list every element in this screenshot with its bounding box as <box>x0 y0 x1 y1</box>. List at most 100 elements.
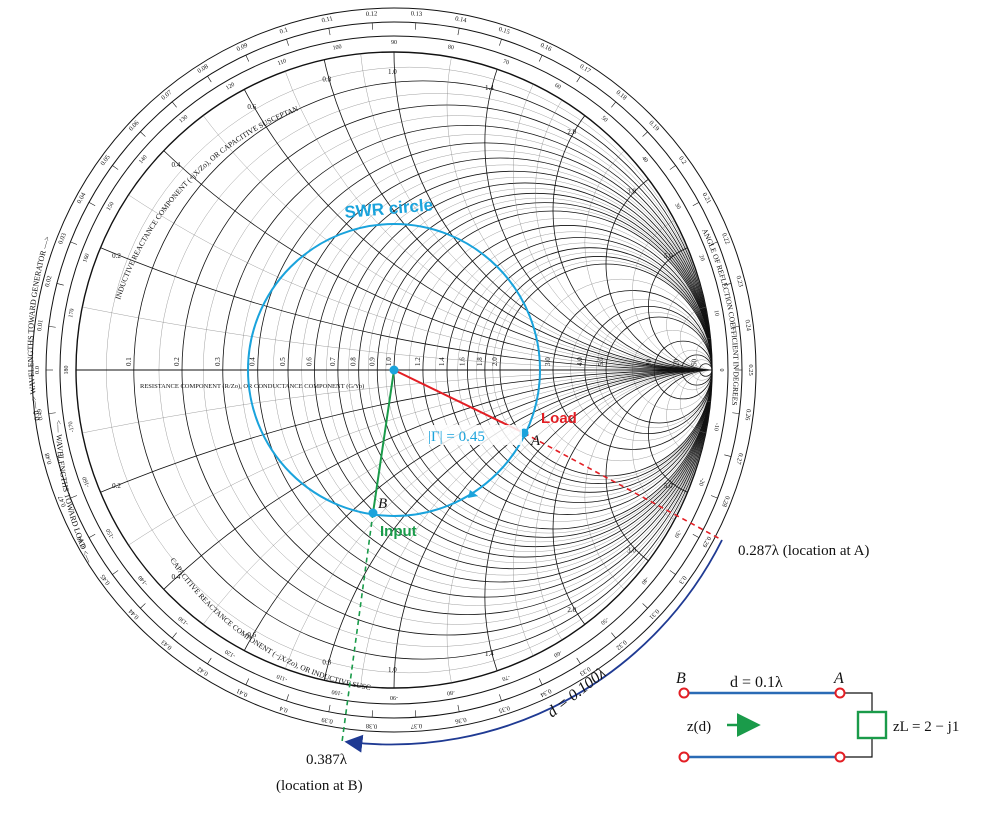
wavelength-tick <box>539 55 542 61</box>
location-b-note: (location at B) <box>276 778 363 794</box>
angle-tick-label: 50 <box>600 115 608 123</box>
load-label: Load <box>541 410 577 427</box>
wavelength-tick <box>458 705 459 712</box>
wavelength-tick <box>499 39 501 46</box>
minor-reactance-arc <box>585 370 839 624</box>
resistance-tick-label: 0.3 <box>214 357 222 366</box>
wavelength-tick <box>499 694 501 701</box>
angle-tick-label: -160 <box>82 476 91 488</box>
minor-reactance-arc <box>633 211 792 370</box>
wavelength-tick <box>57 283 64 285</box>
angle-tick-label: 10 <box>713 310 720 317</box>
wavelength-tick-label: 0.01 <box>36 319 44 331</box>
wavelength-tick-label: 0.18 <box>615 89 628 102</box>
angle-tick-label: -130 <box>178 615 190 627</box>
reactance-tick-label: 1.0 <box>388 666 397 674</box>
wavelength-tick <box>140 132 145 137</box>
wavelength-tick <box>611 633 615 638</box>
reactance-arc <box>182 370 1000 810</box>
reactance-tick-label: 1.0 <box>388 68 397 76</box>
wavelength-tick-label: 0.23 <box>734 275 744 288</box>
location-a-label: 0.287λ (location at A) <box>738 543 869 559</box>
wavelength-tick <box>711 496 718 499</box>
resistance-tick-label: 0.9 <box>368 357 376 366</box>
location-b-value: 0.387λ <box>306 752 348 768</box>
wavelength-tick <box>577 76 581 82</box>
angle-tick-label: -140 <box>138 574 150 586</box>
angle-tick-label: -110 <box>276 673 288 682</box>
wavelength-tick-label: 0.35 <box>498 704 511 714</box>
distance-arc-label: d = 0.100λ <box>544 665 609 721</box>
wavelength-tick <box>724 455 731 457</box>
wavelength-tick-label: 0.44 <box>127 607 140 621</box>
wavelength-tick <box>89 202 95 205</box>
wavelength-tick <box>140 603 145 608</box>
resistance-tick-label: 2.0 <box>491 357 499 366</box>
wavelength-tick-label: 0.14 <box>455 15 468 24</box>
angle-tick-label: 0 <box>718 369 724 372</box>
wavelength-tick-label: 0.15 <box>498 26 511 36</box>
circuit-z-label: z(d) <box>687 719 711 735</box>
wavelength-tick-label: 0.1 <box>279 26 289 35</box>
minor-reactance-arc <box>258 0 1000 370</box>
angle-tick-label: -30 <box>673 529 682 539</box>
angle-tick-label: 180 <box>64 366 70 375</box>
load-impedance-box <box>858 712 886 738</box>
reactance-tick-label: 3.0 <box>627 546 636 554</box>
angle-tick-label: -170 <box>68 421 76 433</box>
wavelength-tick <box>70 242 77 245</box>
reactance-tick-label: 0.8 <box>322 75 331 83</box>
resistance-tick-label: 0.4 <box>249 357 257 366</box>
angle-tick-label: 30 <box>673 202 681 210</box>
resistance-tick-label: 0.6 <box>306 357 314 366</box>
wavelength-tick <box>329 28 330 35</box>
circuit-d-label: d = 0.1λ <box>730 674 783 691</box>
angle-tick-label: 110 <box>277 58 287 67</box>
angle-tick-label: 120 <box>225 82 236 92</box>
wavelength-tick <box>208 658 212 664</box>
center-axis-label: RESISTANCE COMPONENT (R/Zo), OR CONDUCTA… <box>140 383 364 390</box>
angle-tick-label: 70 <box>502 59 510 67</box>
angle-tick-label: 90 <box>391 40 397 46</box>
toward-load-label: <— WAVELENGTHS TOWARD LOAD <— <box>54 420 94 565</box>
wavelength-tick <box>577 658 581 664</box>
wavelength-tick <box>112 165 118 169</box>
wavelength-tick-label: 0.05 <box>99 154 111 167</box>
minor-reactance-arc <box>447 0 977 370</box>
resistance-tick-label: 1.6 <box>458 357 466 366</box>
terminal-b-top <box>680 689 689 698</box>
load-wire-top <box>840 693 872 712</box>
wavelength-tick-label: 0.43 <box>160 638 173 651</box>
wavelength-tick-label: 0.02 <box>44 275 54 288</box>
input-extension-line <box>342 513 373 742</box>
wavelength-tick <box>693 534 699 537</box>
angle-tick-label: 100 <box>332 44 342 51</box>
wavelength-tick-label: 0.11 <box>321 15 333 24</box>
wavelength-tick <box>458 28 459 35</box>
reactance-arc <box>606 158 818 370</box>
wavelength-tick <box>329 705 330 712</box>
wavelength-tick <box>693 202 699 205</box>
point-a-label: A <box>530 433 541 449</box>
wavelength-tick-label: 0.48 <box>44 452 54 465</box>
wavelength-tick <box>643 603 648 608</box>
angle-tick-label: 40 <box>640 156 648 164</box>
wavelength-tick-label: 0.04 <box>76 191 88 205</box>
input-line <box>373 370 394 513</box>
wavelength-tick-label: 0.31 <box>647 607 660 620</box>
chart-center-point <box>390 366 399 375</box>
wavelength-tick-label: 0.06 <box>128 119 141 133</box>
resistance-tick-label: 50 <box>691 359 699 367</box>
resistance-tick-label: 1.8 <box>476 357 484 366</box>
resistance-tick-label: 20 <box>673 359 681 367</box>
wavelength-tick-label: 0.13 <box>410 10 422 18</box>
wavelength-tick <box>172 633 176 638</box>
angle-tick-label: 60 <box>553 83 561 91</box>
reactance-tick-label: 0.2 <box>112 482 121 490</box>
wavelength-tick <box>539 679 542 685</box>
resistance-tick-label: 1.0 <box>385 357 393 366</box>
reactance-arc <box>553 370 871 688</box>
angle-tick-label: 20 <box>697 254 705 262</box>
